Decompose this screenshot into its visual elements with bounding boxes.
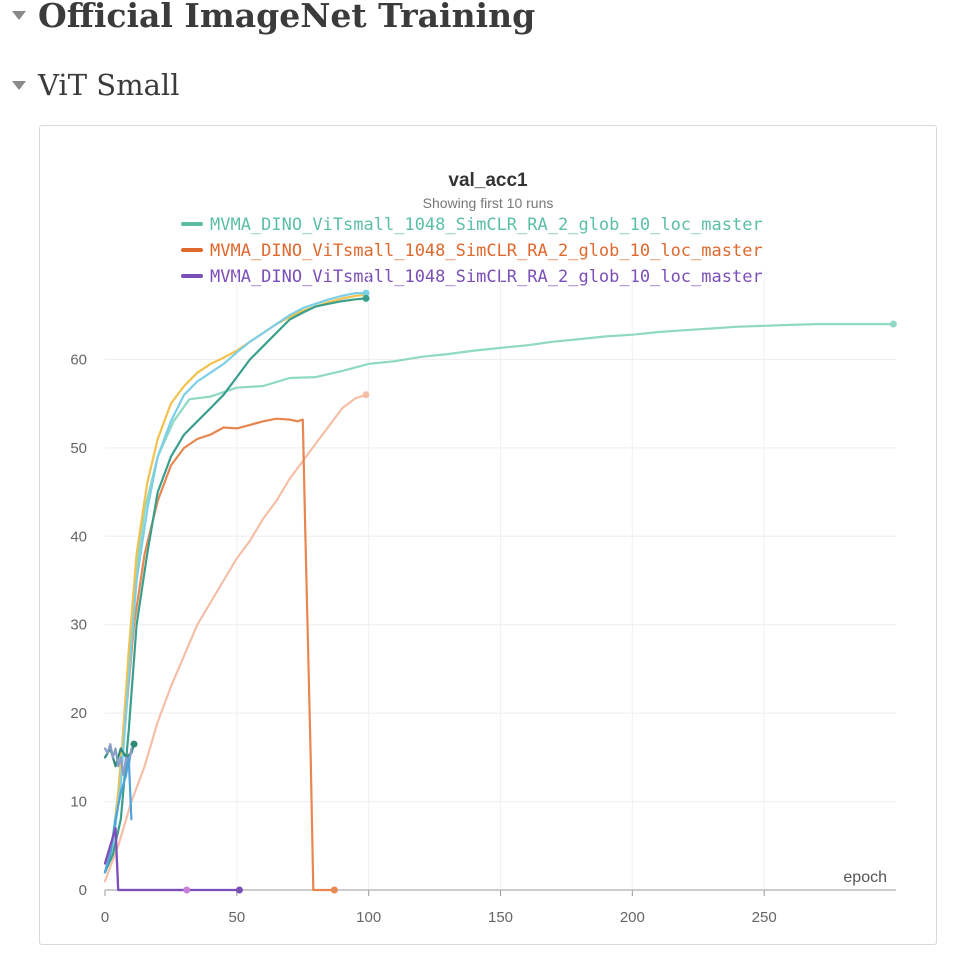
- series-end-point: [235, 886, 243, 894]
- grid-lines: [105, 271, 896, 890]
- collapse-triangle-icon[interactable]: [12, 11, 26, 20]
- section-official-imagenet-training[interactable]: Official ImageNet Training: [12, 0, 535, 35]
- chart-panel[interactable]: [39, 125, 937, 945]
- legend-label: MVMA_DINO_ViTsmall_1048_SimCLR_RA_2_glob…: [210, 241, 763, 261]
- section-title: Official ImageNet Training: [38, 0, 536, 35]
- series-end-point: [330, 886, 338, 894]
- x-tick-label: 100: [356, 909, 381, 926]
- series-end-point: [889, 320, 897, 328]
- legend-label: MVMA_DINO_ViTsmall_1048_SimCLR_RA_2_glob…: [210, 215, 763, 235]
- series-line: [103, 826, 241, 892]
- y-tick-label: 30: [70, 617, 87, 634]
- series-line: [103, 742, 133, 777]
- section-vit-small[interactable]: ViT Small: [12, 68, 179, 102]
- chart-subtitle: Showing first 10 runs: [423, 195, 554, 211]
- x-tick-label: 0: [101, 909, 109, 926]
- series-end-point: [362, 294, 370, 302]
- series-lines: [103, 289, 897, 894]
- legend-label: MVMA_DINO_ViTsmall_1048_SimCLR_RA_2_glob…: [210, 267, 763, 287]
- x-tick-label: 150: [488, 909, 513, 926]
- series-line: [103, 756, 133, 874]
- series-line: [103, 393, 368, 883]
- x-tick-label: 50: [228, 909, 245, 926]
- series-line: [103, 293, 368, 874]
- x-tick-label: 200: [620, 909, 645, 926]
- series-end-point: [130, 740, 138, 748]
- y-tick-label: 50: [70, 440, 87, 457]
- x-axis-label: epoch: [843, 869, 887, 886]
- chart-legend: MVMA_DINO_ViTsmall_1048_SimCLR_RA_2_glob…: [181, 215, 763, 287]
- chart-title: val_acc1: [448, 170, 528, 191]
- collapse-triangle-icon[interactable]: [12, 80, 26, 90]
- series-end-point: [183, 886, 191, 894]
- y-tick-label: 20: [70, 705, 87, 722]
- series-line: [103, 323, 895, 874]
- subsection-title: ViT Small: [38, 68, 180, 102]
- y-tick-label: 40: [70, 528, 87, 545]
- y-tick-label: 10: [70, 794, 87, 811]
- series-line: [103, 297, 368, 874]
- series-line: [103, 417, 336, 892]
- x-tick-label: 250: [752, 909, 777, 926]
- series-line: [103, 292, 368, 874]
- axes: 0 10 20 30 40 50 60 0 50 100 150 200 250: [70, 351, 896, 926]
- series-end-point: [362, 289, 370, 297]
- y-tick-label: 0: [79, 882, 87, 899]
- series-end-point: [362, 391, 370, 399]
- y-tick-label: 60: [70, 351, 87, 368]
